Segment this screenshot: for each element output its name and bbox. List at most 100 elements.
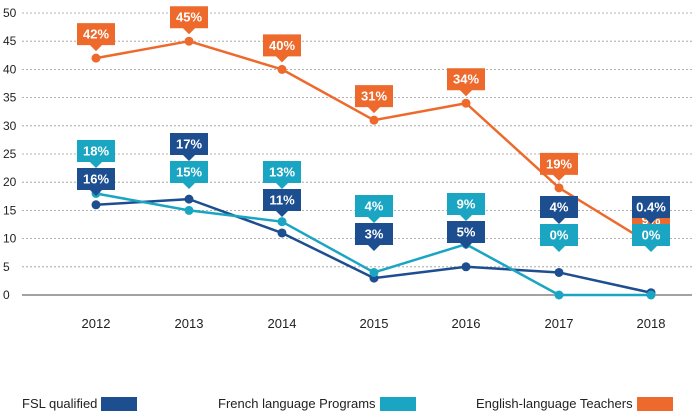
legend-swatch [636,396,673,411]
data-label-upper: 13% [263,161,301,189]
label-box [263,34,301,63]
label-box [263,161,301,189]
line-chart: 0 5 10 15 20 25 30 35 40 45 50 2012 2013 2014 2015 2016… [3,6,692,331]
x-tick-label: 2015 [360,316,389,331]
data-label: 15% [176,165,202,180]
data-label: 9% [457,197,476,212]
data-label: 13% [269,165,295,180]
data-point [91,53,101,63]
y-tick-label: 15 [3,203,17,217]
x-tick-label: 2016 [452,316,481,331]
data-label: 17% [176,137,202,152]
y-tick-label: 20 [3,175,17,189]
label-box [170,161,208,189]
data-point [277,228,287,238]
label-box [540,152,578,181]
y-tick-label: 0 [3,288,10,302]
data-point [461,262,471,272]
y-tick-label: 45 [3,34,17,48]
label-box [355,223,393,251]
data-label-lower: 0% [540,224,578,252]
data-label: 3% [365,227,384,242]
label-box [632,224,670,252]
data-label: 4% [550,200,569,215]
data-label: 4% [365,199,384,214]
data-label: 19% [546,156,572,171]
data-label-upper: 18% [77,140,115,168]
data-label-upper: 9% [447,193,485,221]
label-box [355,195,393,223]
x-tick-label: 2013 [175,316,204,331]
data-label-english: 34% [447,68,485,97]
x-tick-label: 2017 [545,316,574,331]
y-tick-label: 10 [3,232,17,246]
y-tick-label: 50 [3,6,17,20]
data-point [277,217,287,227]
data-point [554,183,564,193]
label-box [632,196,670,224]
data-label-lower: 3% [355,223,393,251]
data-point [646,290,656,300]
chart-legend: FSL qualified French language Programs E… [0,396,700,416]
label-box [263,189,301,217]
data-label: 11% [269,193,295,208]
x-tick-label: 2018 [637,316,666,331]
data-label: 0% [642,228,661,243]
y-tick-label: 40 [3,62,17,76]
data-label: 45% [176,10,202,25]
data-label: 31% [361,89,387,104]
y-tick-label: 35 [3,91,17,105]
data-label-lower: 5% [447,221,485,249]
legend-item-fsl-qualified: FSL qualified [22,396,138,411]
data-point [91,200,101,210]
data-point [369,115,379,125]
data-label-english: 42% [77,23,115,52]
data-label-lower: 11% [263,189,301,217]
data-label: 5% [457,225,476,240]
data-label-lower: 15% [170,161,208,189]
label-box [77,140,115,168]
data-label-upper: 17% [170,133,208,161]
data-point [184,36,194,46]
label-box [77,168,115,196]
data-label-english: 31% [355,85,393,114]
data-label-english: 45% [170,6,208,35]
label-box [540,224,578,252]
data-point [184,205,194,215]
data-label: 16% [83,172,109,187]
data-point [461,98,471,108]
data-label: 0.4% [636,200,666,215]
legend-swatch [101,396,138,411]
data-label: 18% [83,144,109,159]
data-point [184,194,194,204]
data-label-lower: 16% [77,168,115,196]
data-label-upper: 4% [540,196,578,224]
data-label-english: 19% [540,152,578,181]
legend-item-english-language-teachers: English-language Teachers [476,396,673,411]
data-label-upper: 0.4% [632,196,670,224]
x-tick-label: 2012 [82,316,111,331]
label-box [77,23,115,52]
label-box [447,68,485,97]
label-box [355,85,393,114]
data-point [277,64,287,74]
data-label-english: 40% [263,34,301,63]
data-label: 42% [83,27,109,42]
legend-label: English-language Teachers [476,396,633,411]
legend-swatch [379,396,416,411]
y-tick-label: 25 [3,147,17,161]
data-point [369,267,379,277]
label-box [447,193,485,221]
label-box [170,6,208,35]
data-label-lower: 0% [632,224,670,252]
data-label: 0% [550,228,569,243]
data-label-upper: 4% [355,195,393,223]
label-box [540,196,578,224]
y-tick-label: 30 [3,119,17,133]
data-point [554,267,564,277]
y-tick-label: 5 [3,260,10,274]
data-label: 40% [269,38,295,53]
legend-item-french-language-programs: French language Programs [218,396,416,411]
legend-label: French language Programs [218,396,376,411]
data-point [554,290,564,300]
